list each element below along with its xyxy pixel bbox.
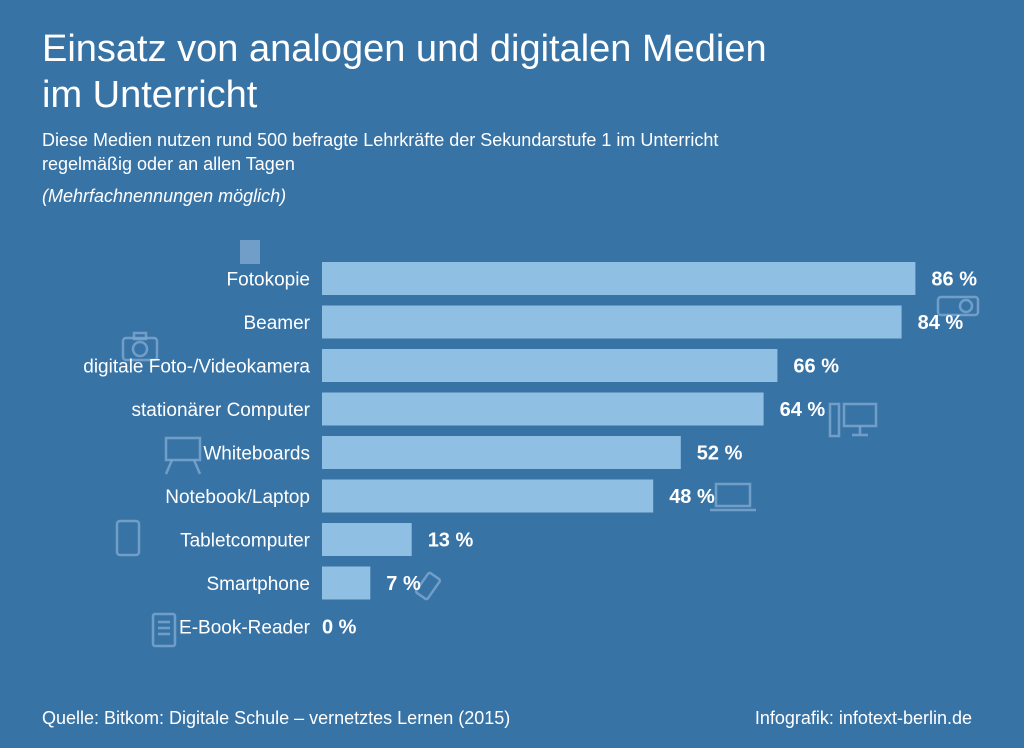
category-label: Smartphone: [206, 574, 310, 595]
bar-5: [322, 479, 654, 513]
credit-text: Infografik: infotext-berlin.de: [754, 708, 972, 728]
category-label: Whiteboards: [203, 444, 310, 465]
subtitle-line-2: regelmäßig oder an allen Tagen: [42, 154, 295, 174]
title-line-1: Einsatz von analogen und digitalen Medie…: [42, 28, 767, 70]
value-label: 66 %: [793, 356, 839, 378]
value-label: 13 %: [428, 530, 474, 552]
category-label: Fotokopie: [227, 270, 310, 291]
category-label: Tabletcomputer: [180, 531, 311, 552]
bar-chart: Fotokopie 86 % Beamer 84 % digitale Foto-/Vi…: [83, 240, 980, 648]
value-label: 0 %: [322, 617, 357, 639]
tablet-icon: [115, 519, 141, 557]
subtitle-line-1: Diese Medien nutzen rund 500 befragte Le…: [42, 130, 719, 150]
value-label: 48 %: [669, 486, 715, 508]
title-line-2: im Unterricht: [42, 74, 258, 116]
value-label: 86 %: [931, 269, 977, 291]
category-label: stationärer Computer: [132, 400, 311, 421]
value-label: 7 %: [386, 573, 421, 595]
category-label: digitale Foto-/Videokamera: [83, 357, 310, 378]
bar-3: [322, 392, 764, 426]
document-icon: [240, 240, 260, 264]
category-label: E-Book-Reader: [179, 618, 311, 639]
smartphone-icon: [414, 571, 442, 601]
category-label: Beamer: [243, 313, 310, 334]
chart-title: Einsatz von analogen und digitalen Medie…: [42, 26, 982, 118]
laptop-icon: [710, 482, 756, 512]
bar-6: [322, 523, 412, 556]
value-label: 64 %: [780, 399, 826, 421]
bar-2: [322, 349, 778, 382]
bar-0: [322, 262, 916, 295]
category-label: Notebook/Laptop: [165, 487, 310, 508]
source-text: Quelle: Bitkom: Digitale Schule – vernet…: [42, 708, 511, 728]
desktop-computer-icon: [828, 402, 878, 438]
bar-1: [322, 305, 902, 339]
ebook-reader-icon: [151, 612, 177, 648]
value-label: 84 %: [918, 312, 964, 334]
projector-icon: [936, 295, 980, 317]
bar-4: [322, 436, 681, 469]
camera-icon: [121, 331, 159, 362]
chart-subtitle: Diese Medien nutzen rund 500 befragte Le…: [42, 128, 942, 176]
chart-note: (Mehrfachnennungen möglich): [42, 186, 287, 206]
whiteboard-icon: [164, 436, 202, 475]
value-label: 52 %: [697, 443, 743, 465]
bar-7: [322, 566, 371, 600]
